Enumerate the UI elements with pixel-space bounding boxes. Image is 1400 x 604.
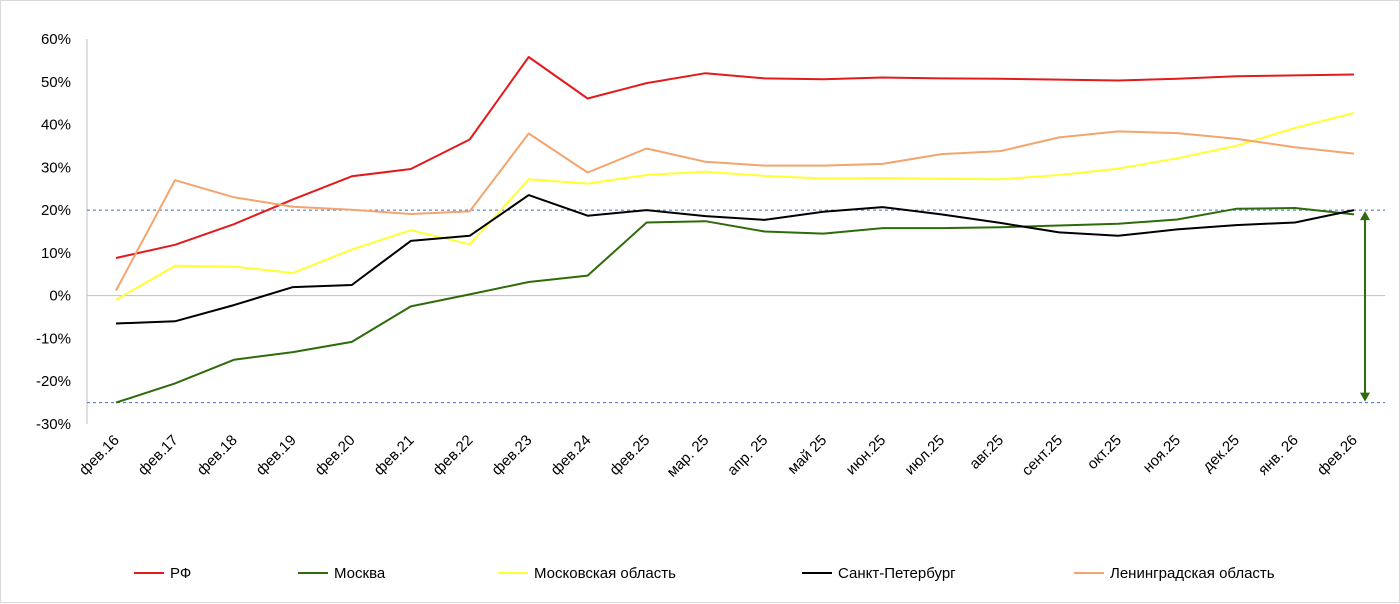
range-arrow [1360, 211, 1370, 402]
x-tick-label: дек.25 [1199, 432, 1242, 475]
legend-item: Московская область [498, 565, 676, 582]
x-axis: фев.16 фев.17 фев.18 фев.19 фев.20 фев.21 фев.… [76, 295, 1385, 481]
y-tick-label: -20% [36, 373, 71, 390]
legend-label: РФ [170, 565, 191, 582]
x-tick-label: сент.25 [1019, 432, 1067, 480]
legend-item: Ленинградская область [1074, 565, 1275, 582]
x-tick-label: авг.25 [966, 432, 1007, 473]
series-lines [115, 56, 1355, 404]
x-tick-label: фев.21 [371, 432, 418, 479]
series-line [115, 112, 1355, 301]
x-tick-label: июн.25 [843, 432, 890, 479]
x-tick-label: окт.25 [1084, 432, 1125, 473]
series-line [115, 56, 1355, 259]
y-tick-label: -30% [36, 416, 71, 433]
x-tick-label: янв. 26 [1255, 432, 1302, 479]
legend-label: Московская область [534, 565, 676, 582]
legend-item: РФ [134, 565, 191, 582]
series-line [115, 130, 1355, 291]
y-axis: -30% -20% -10% 0% 10% 20% 30% 40% 50% 60% [36, 31, 88, 433]
x-tick-label: фев.20 [312, 432, 359, 479]
range-arrow-head-top [1360, 211, 1370, 221]
x-tick-label: фев.18 [194, 432, 241, 479]
x-tick-label: фев.23 [488, 432, 535, 479]
y-tick-label: 50% [41, 74, 71, 91]
y-tick-label: 30% [41, 159, 71, 176]
y-tick-label: 40% [41, 117, 71, 134]
legend-label: Санкт-Петербург [838, 565, 956, 582]
x-tick-label: фев.24 [547, 432, 594, 479]
y-tick-label: 20% [41, 202, 71, 219]
reference-lines [87, 209, 1385, 404]
x-tick-label: фев.26 [1314, 432, 1361, 479]
y-tick-label: 60% [41, 31, 71, 48]
x-tick-label: фев.16 [76, 432, 123, 479]
legend-label: Ленинградская область [1110, 565, 1275, 582]
x-tick-label: апр. 25 [724, 432, 771, 479]
x-tick-label: фев.22 [430, 432, 477, 479]
x-tick-label: июл.25 [902, 432, 949, 479]
y-tick-label: 10% [41, 245, 71, 262]
legend-label: Москва [334, 565, 386, 582]
range-arrow-head-bottom [1360, 392, 1370, 402]
legend: РФ Москва Московская область Санкт-Петербур… [134, 565, 1275, 582]
x-tick-label: фев.19 [253, 432, 300, 479]
x-tick-label: ноя.25 [1140, 432, 1184, 476]
x-tick-label: фев.17 [135, 432, 182, 479]
legend-item: Санкт-Петербург [802, 565, 956, 582]
x-tick-label: май 25 [784, 432, 830, 478]
series-line [115, 207, 1355, 404]
series-line [115, 194, 1355, 325]
x-tick-label: фев.25 [606, 432, 653, 479]
x-tick-label: мар. 25 [664, 432, 713, 481]
y-tick-label: -10% [36, 330, 71, 347]
y-tick-label: 0% [49, 288, 71, 305]
legend-item: Москва [298, 565, 386, 582]
